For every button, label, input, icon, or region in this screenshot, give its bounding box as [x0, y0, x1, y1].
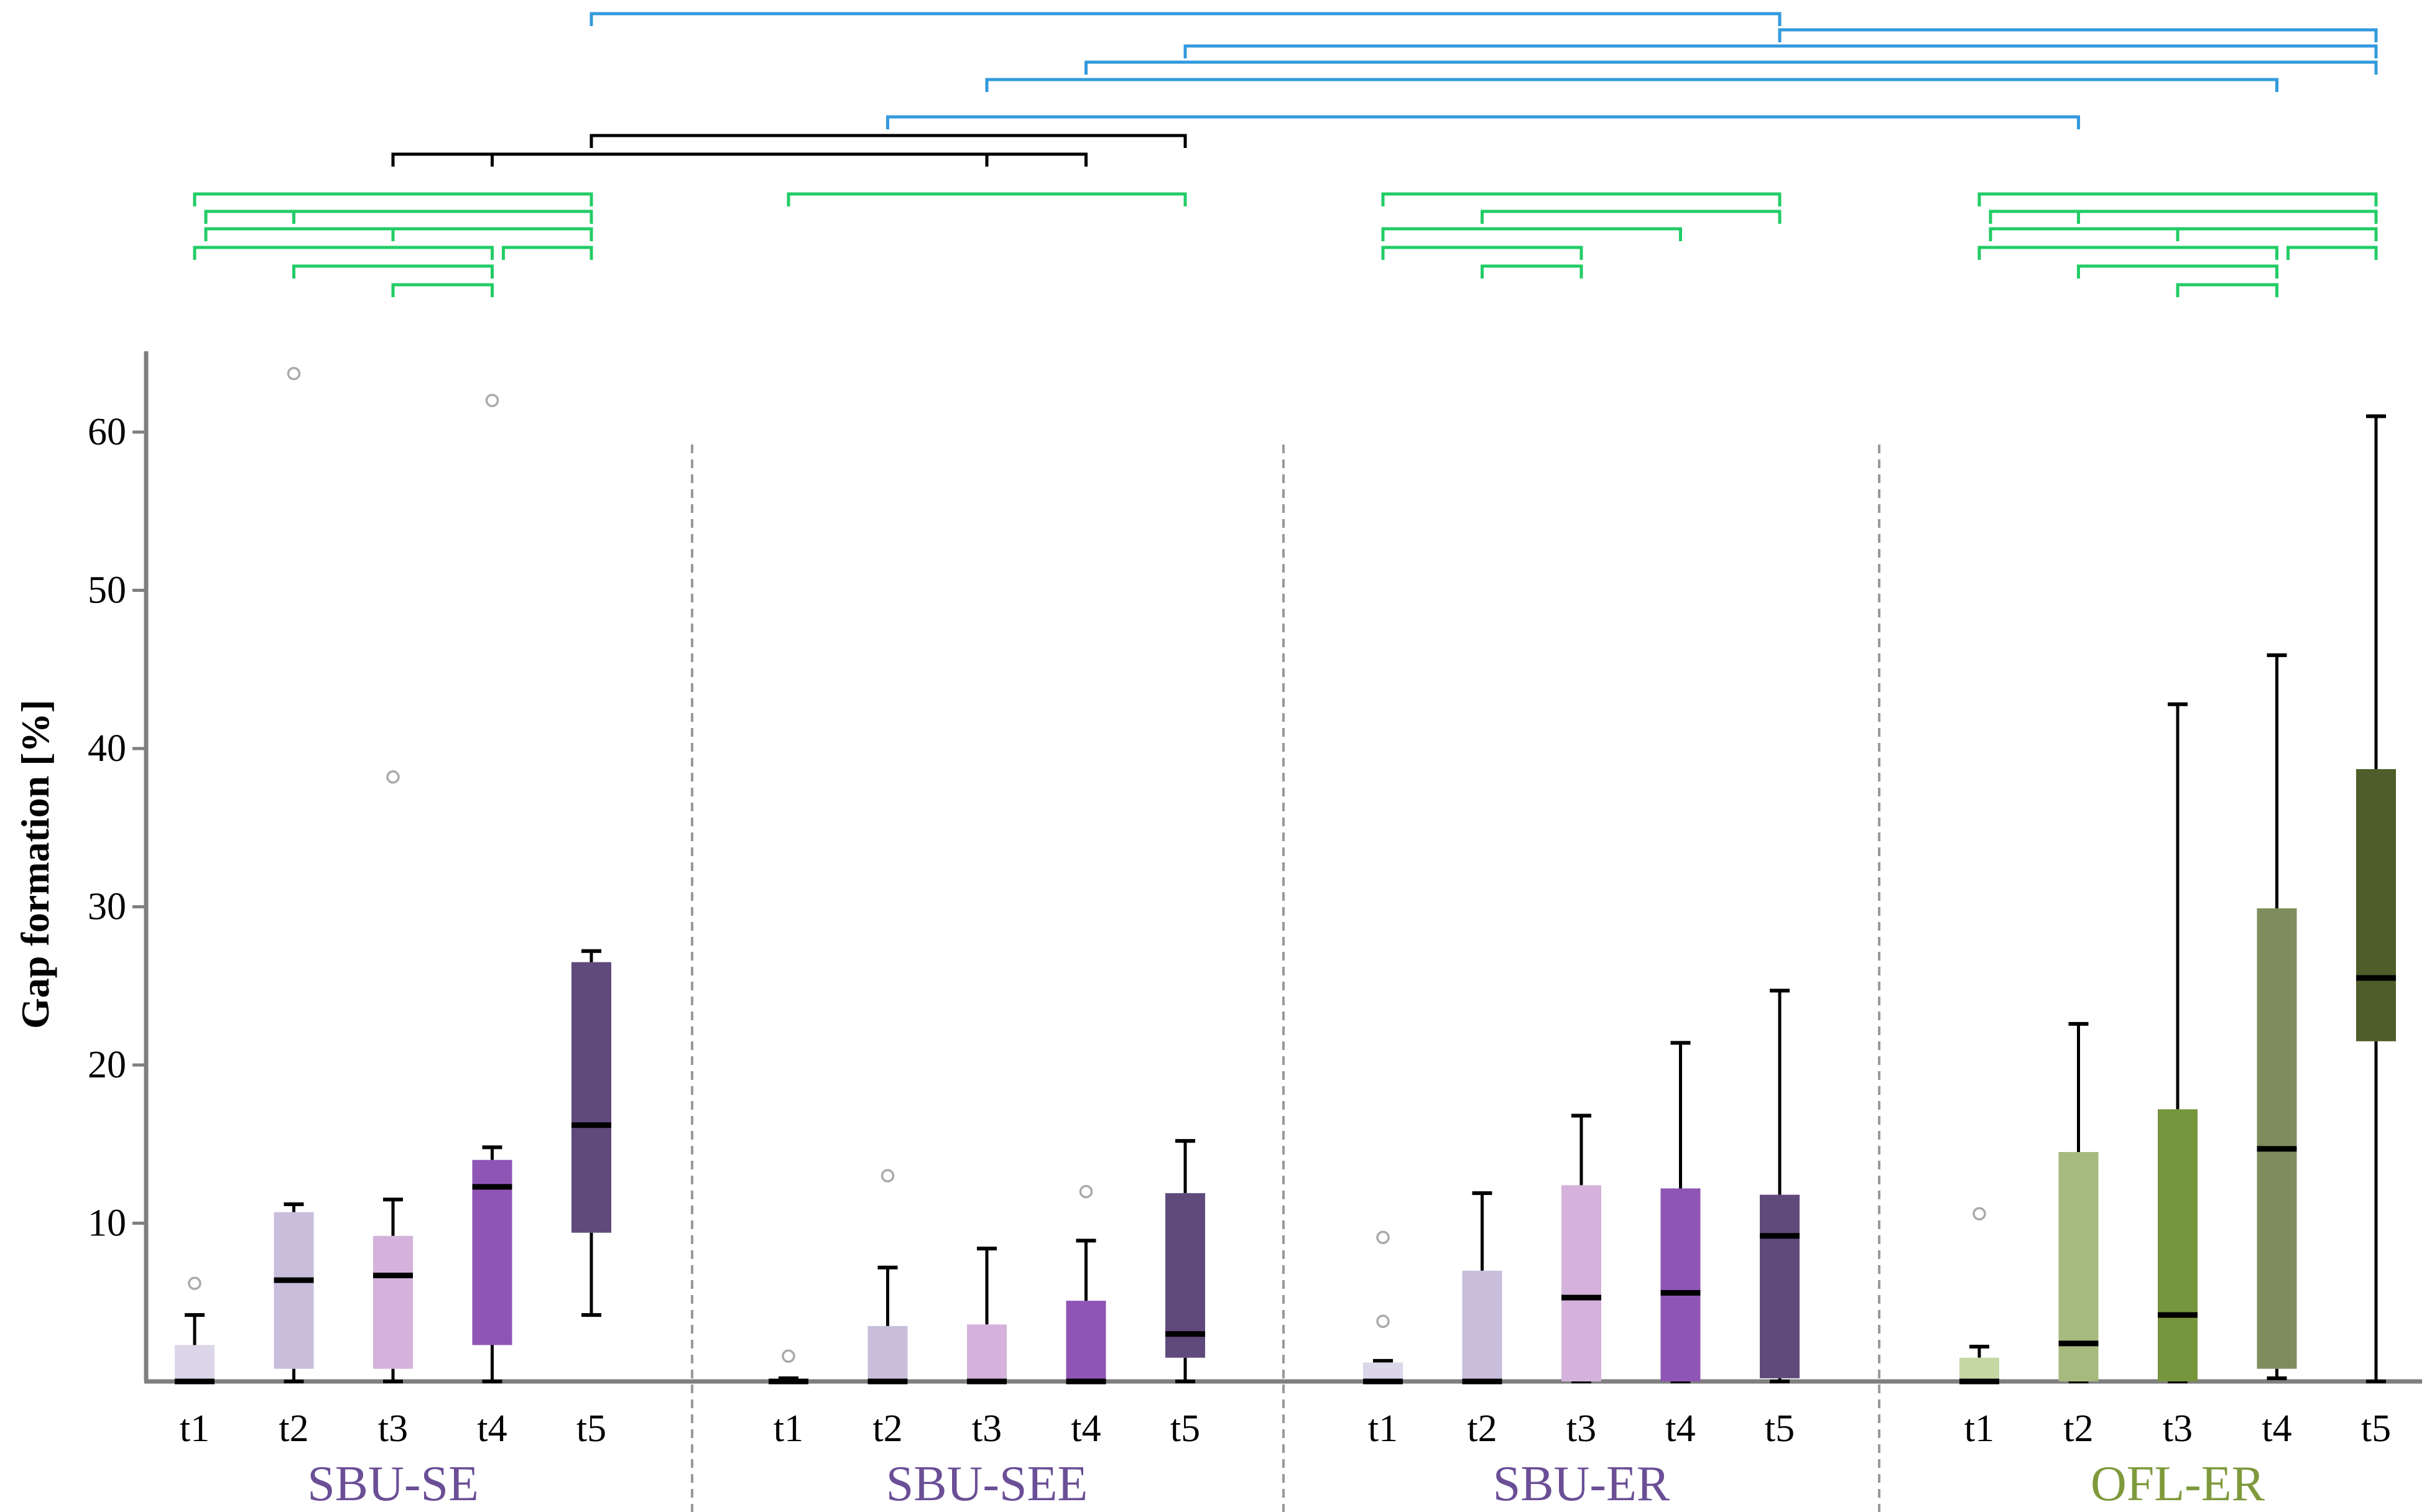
group-label: SBU-SEE — [886, 1457, 1088, 1511]
box — [1959, 1357, 1999, 1381]
outlier-point — [1079, 1184, 1093, 1199]
within-group-bracket — [1989, 210, 2080, 224]
category-label: t4 — [2262, 1408, 2291, 1450]
within-group-bracket — [1481, 264, 1583, 279]
within-group-bracket — [204, 210, 295, 224]
group-label: SBU-ER — [1493, 1457, 1670, 1511]
outlier-point — [386, 770, 400, 784]
box — [1363, 1362, 1403, 1381]
box — [1760, 1194, 1800, 1378]
category-label: t5 — [1765, 1408, 1795, 1450]
box — [175, 1345, 215, 1381]
category-label: t4 — [477, 1408, 507, 1450]
within-group-bracket — [1381, 227, 1682, 241]
outlier-point — [1972, 1207, 1986, 1220]
category-label: t1 — [180, 1408, 210, 1450]
category-label: t1 — [1964, 1408, 1994, 1450]
group-label: OFL-ER — [2091, 1457, 2265, 1511]
box — [2058, 1151, 2099, 1381]
outlier-point — [485, 394, 499, 407]
box — [1660, 1188, 1701, 1381]
plot-area: 10 20 30 40 50 60 t1 t2 t3 t4 t5 SBU-SE t1 t2 t3 t4 t5 SB… — [88, 351, 2422, 1512]
within-group-bracket — [1481, 210, 1782, 224]
box — [472, 1159, 512, 1345]
between-group-bracket — [1778, 28, 2378, 42]
between-group-bracket — [1183, 44, 2378, 58]
outlier-point — [881, 1169, 895, 1182]
within-group-bracket — [2077, 264, 2278, 279]
within-group-bracket — [1381, 192, 1782, 206]
category-label: t3 — [1566, 1408, 1596, 1450]
within-group-bracket — [2176, 227, 2378, 241]
y-tick-label: 60 — [88, 411, 126, 453]
category-label: t2 — [1467, 1408, 1497, 1450]
box — [1462, 1270, 1502, 1381]
group-label: SBU-SE — [307, 1457, 479, 1511]
box — [1066, 1301, 1106, 1381]
within-group-bracket — [292, 264, 494, 279]
outlier-point — [287, 367, 301, 380]
outlier-point — [1376, 1314, 1390, 1329]
within-group-bracket — [1381, 246, 1583, 260]
within-group-bracket — [391, 283, 494, 297]
category-label: t3 — [2163, 1408, 2193, 1450]
outlier-point — [782, 1349, 795, 1363]
within-group-bracket — [391, 227, 593, 241]
category-label: t1 — [774, 1408, 803, 1450]
between-group-bracket — [491, 152, 1088, 167]
within-group-bracket — [787, 192, 1187, 206]
y-axis-label: Gap formation [%] — [13, 699, 57, 1029]
category-label: t5 — [576, 1408, 606, 1450]
y-tick-label: 10 — [88, 1202, 126, 1245]
category-label: t2 — [872, 1408, 902, 1450]
box — [2356, 769, 2396, 1041]
category-label: t3 — [378, 1408, 408, 1450]
between-group-bracket — [590, 12, 1782, 26]
category-label: t5 — [2361, 1408, 2391, 1450]
between-group-bracket — [1084, 60, 2378, 75]
category-label: t3 — [972, 1408, 1002, 1450]
between-group-bracket — [886, 115, 2080, 129]
outlier-point — [1376, 1230, 1390, 1245]
y-tick-label: 40 — [88, 727, 126, 770]
within-group-bracket — [1977, 246, 2278, 260]
between-group-bracket — [590, 134, 1187, 148]
category-label: t4 — [1071, 1408, 1101, 1450]
box — [867, 1325, 908, 1381]
category-label: t2 — [2063, 1408, 2093, 1450]
category-label: t2 — [279, 1408, 308, 1450]
box — [571, 962, 611, 1233]
within-group-bracket — [2077, 210, 2378, 224]
box — [1165, 1193, 1205, 1358]
box — [2257, 908, 2297, 1369]
within-group-bracket — [502, 246, 593, 260]
within-group-bracket — [1989, 227, 2180, 241]
box — [274, 1212, 314, 1369]
y-tick-label: 30 — [88, 886, 126, 928]
box — [373, 1235, 413, 1369]
between-group-bracket — [391, 152, 989, 167]
significance-brackets — [193, 12, 2378, 297]
within-group-bracket — [204, 227, 395, 241]
outlier-point — [188, 1276, 201, 1290]
within-group-bracket — [2176, 283, 2278, 297]
within-group-bracket — [193, 246, 494, 260]
between-group-bracket — [985, 78, 2278, 92]
within-group-bracket — [193, 192, 593, 206]
category-label: t4 — [1665, 1408, 1695, 1450]
box — [967, 1324, 1007, 1381]
within-group-bracket — [1977, 192, 2378, 206]
box — [1561, 1185, 1601, 1381]
within-group-bracket — [2286, 246, 2378, 260]
y-tick-label: 20 — [88, 1044, 126, 1086]
category-label: t1 — [1368, 1408, 1398, 1450]
box — [2158, 1109, 2198, 1381]
within-group-bracket — [292, 210, 593, 224]
y-tick-label: 50 — [88, 569, 126, 612]
category-label: t5 — [1170, 1408, 1200, 1450]
